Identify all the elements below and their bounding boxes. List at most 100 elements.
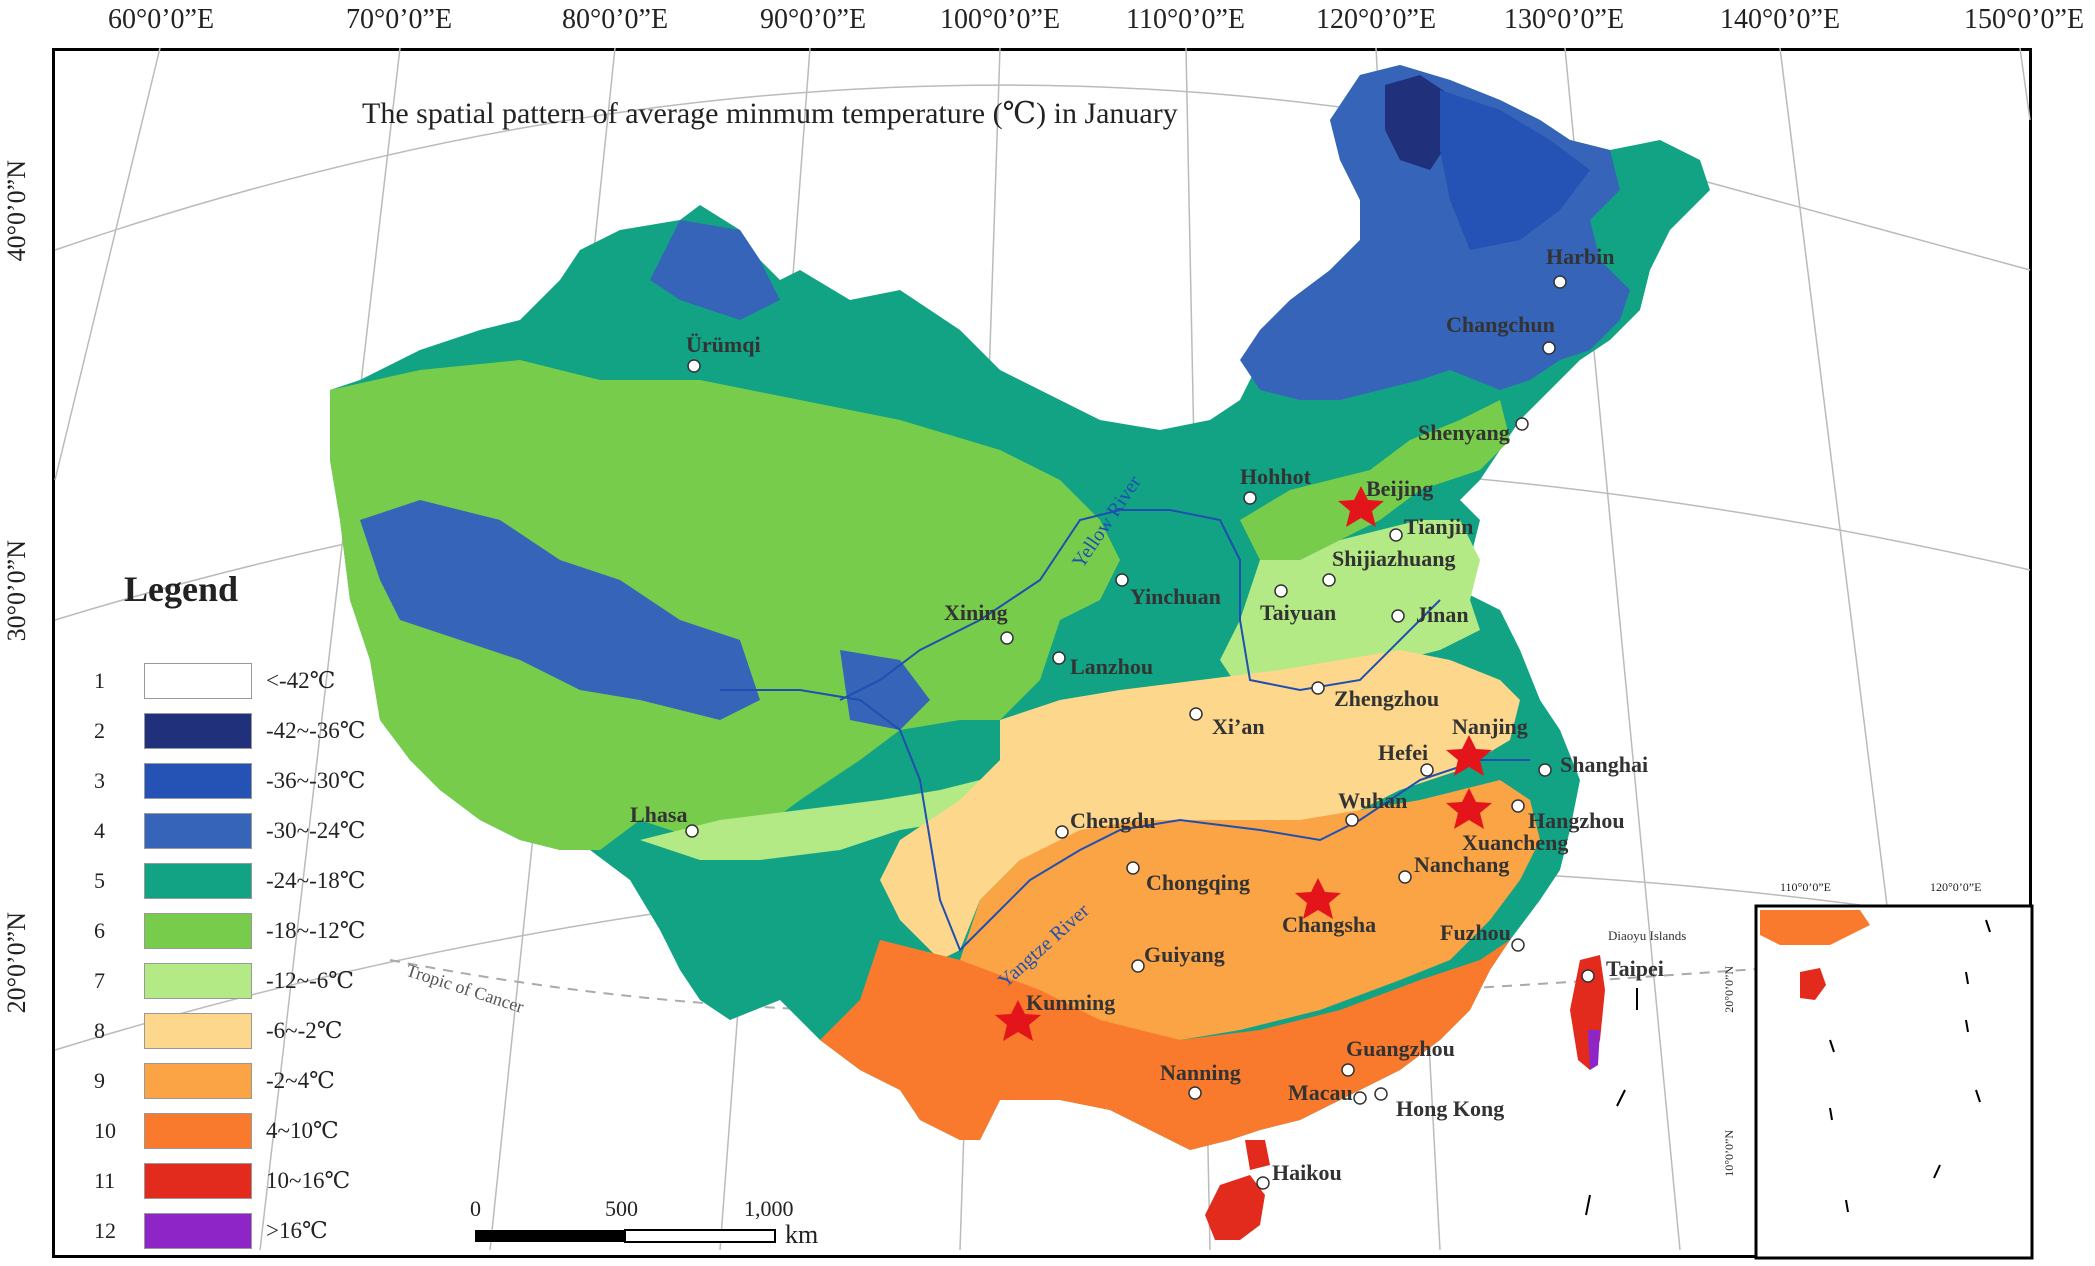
city-label-yinchuan: Yinchuan [1130, 584, 1221, 609]
legend-item: 2 -42~-36℃ [94, 712, 366, 750]
city-label-zhengzhou: Zhengzhou [1334, 686, 1440, 711]
legend-swatch [144, 713, 252, 749]
city-label-hangzhou: Hangzhou [1528, 808, 1625, 833]
region-tibet-lightgreen [640, 780, 1000, 860]
legend-swatch [144, 663, 252, 699]
legend-label: >16℃ [266, 1218, 328, 1243]
city-label-xian: Xi’an [1212, 714, 1265, 739]
city-label-beijing: Beijing [1366, 476, 1434, 501]
legend-item: 9 -2~4℃ [94, 1062, 335, 1100]
lon-label-150: 150°0’0”E [1964, 4, 2085, 35]
legend-label: -2~4℃ [266, 1068, 335, 1093]
inset-orange [1760, 910, 1870, 945]
city-label-changchun: Changchun [1446, 312, 1555, 337]
city-label-changsha: Changsha [1282, 912, 1377, 937]
legend-item: 11 10~16℃ [94, 1162, 350, 1200]
inset-frame [1754, 904, 2034, 1260]
legend-num: 2 [94, 718, 105, 743]
scale-label-max: 1,000 [744, 1196, 794, 1221]
legend-num: 8 [94, 1018, 105, 1043]
legend-swatch [144, 1213, 252, 1249]
region-south-deep-orange [820, 940, 1510, 1150]
taiwan-purple [1588, 1030, 1600, 1070]
legend-swatch [144, 913, 252, 949]
legend-swatch [144, 963, 252, 999]
legend-item: 10 4~10℃ [94, 1112, 339, 1150]
city-label-shijiazhuang: Shijiazhuang [1332, 546, 1456, 571]
inset-lon-label-110: 110°0’0”E [1780, 880, 1832, 894]
legend-label: -6~-2℃ [266, 1018, 343, 1043]
star-kunming [995, 1000, 1041, 1041]
city-label-haikou: Haikou [1272, 1160, 1342, 1185]
region-tibet-blue [360, 500, 760, 720]
legend-num: 3 [94, 768, 105, 793]
region-qinghai-blue [840, 650, 930, 730]
legend-num: 9 [94, 1068, 105, 1093]
legend-item: 8 -6~-2℃ [94, 1012, 343, 1050]
region-altai-blue [650, 220, 780, 320]
longitude-labels: 60°0’0”E 70°0’0”E 80°0’0”E 90°0’0”E 100°… [0, 0, 2095, 48]
legend-label: -12~-6℃ [266, 968, 354, 993]
legend-label: -18~-12℃ [266, 918, 366, 943]
legend-num: 11 [94, 1168, 116, 1193]
legend-num: 5 [94, 868, 105, 893]
region-central-yellow [880, 650, 1520, 960]
stars [995, 486, 1492, 1041]
city-label-xining: Xining [944, 600, 1008, 625]
scalebar-black [475, 1230, 625, 1242]
region-northeast-blue [1440, 90, 1590, 250]
scale-label-zero: 0 [470, 1196, 481, 1221]
lon-label-110: 110°0’0”E [1126, 4, 1246, 35]
city-label-xuancheng: Xuancheng [1462, 830, 1569, 855]
legend-label: <-42℃ [266, 668, 336, 693]
lon-label-60: 60°0’0”E [108, 4, 215, 35]
legend-label: -30~-24℃ [266, 818, 366, 843]
region-north-green [1240, 400, 1510, 560]
city-label-nanjing: Nanjing [1452, 714, 1528, 739]
lon-label-80: 80°0’0”E [562, 4, 669, 35]
city-label-guangzhou: Guangzhou [1346, 1036, 1455, 1061]
lon-label-140: 140°0’0”E [1720, 4, 1841, 35]
legend-item: 1 <-42℃ [94, 662, 335, 700]
legend-swatch [144, 813, 252, 849]
legend-swatch [144, 1113, 252, 1149]
star-beijing [1338, 486, 1384, 527]
legend-num: 4 [94, 818, 105, 843]
city-label-tianjin: Tianjin [1404, 514, 1474, 539]
city-label-macau: Macau [1288, 1080, 1353, 1105]
city-label-urumqi: Ürümqi [686, 332, 761, 357]
city-label-chongqing: Chongqing [1146, 870, 1250, 895]
inset-dashes [1829, 919, 1991, 1213]
legend-title: Legend [124, 569, 239, 609]
city-label-nanning: Nanning [1160, 1060, 1241, 1085]
city-label-taiyuan: Taiyuan [1260, 600, 1337, 625]
leizhou-red [1245, 1140, 1270, 1170]
legend-num: 7 [94, 968, 105, 993]
legend-swatch [144, 1163, 252, 1199]
legend-num: 12 [94, 1218, 116, 1243]
legend-swatch [144, 763, 252, 799]
city-label-hefei: Hefei [1378, 740, 1429, 765]
lon-label-130: 130°0’0”E [1504, 4, 1625, 35]
city-label-fuzhou: Fuzhou [1440, 920, 1511, 945]
city-label-nanchang: Nanchang [1414, 852, 1510, 877]
legend-swatch [144, 863, 252, 899]
region-northeast-coldest [1385, 75, 1450, 170]
legend-label: -24~-18℃ [266, 868, 366, 893]
dash-lines [1585, 988, 1638, 1216]
city-label-hohhot: Hohhot [1240, 464, 1311, 489]
inset-lat-label-20: 20°0’0”N [1722, 966, 1736, 1013]
region-south-orange [960, 780, 1540, 1040]
star-nanjing [1446, 735, 1492, 776]
city-label-chengdu: Chengdu [1070, 808, 1156, 833]
city-label-shenyang: Shenyang [1418, 420, 1510, 445]
legend-swatch [144, 1013, 252, 1049]
legend-label: 10~16℃ [266, 1168, 351, 1193]
city-label-taipei: Taipei [1606, 956, 1664, 981]
star-xuancheng [1446, 788, 1492, 829]
legend-item: 12 >16℃ [94, 1212, 328, 1250]
region-northwest-green [330, 360, 1120, 850]
city-label-shanghai: Shanghai [1560, 752, 1649, 777]
lon-label-120: 120°0’0”E [1316, 4, 1437, 35]
